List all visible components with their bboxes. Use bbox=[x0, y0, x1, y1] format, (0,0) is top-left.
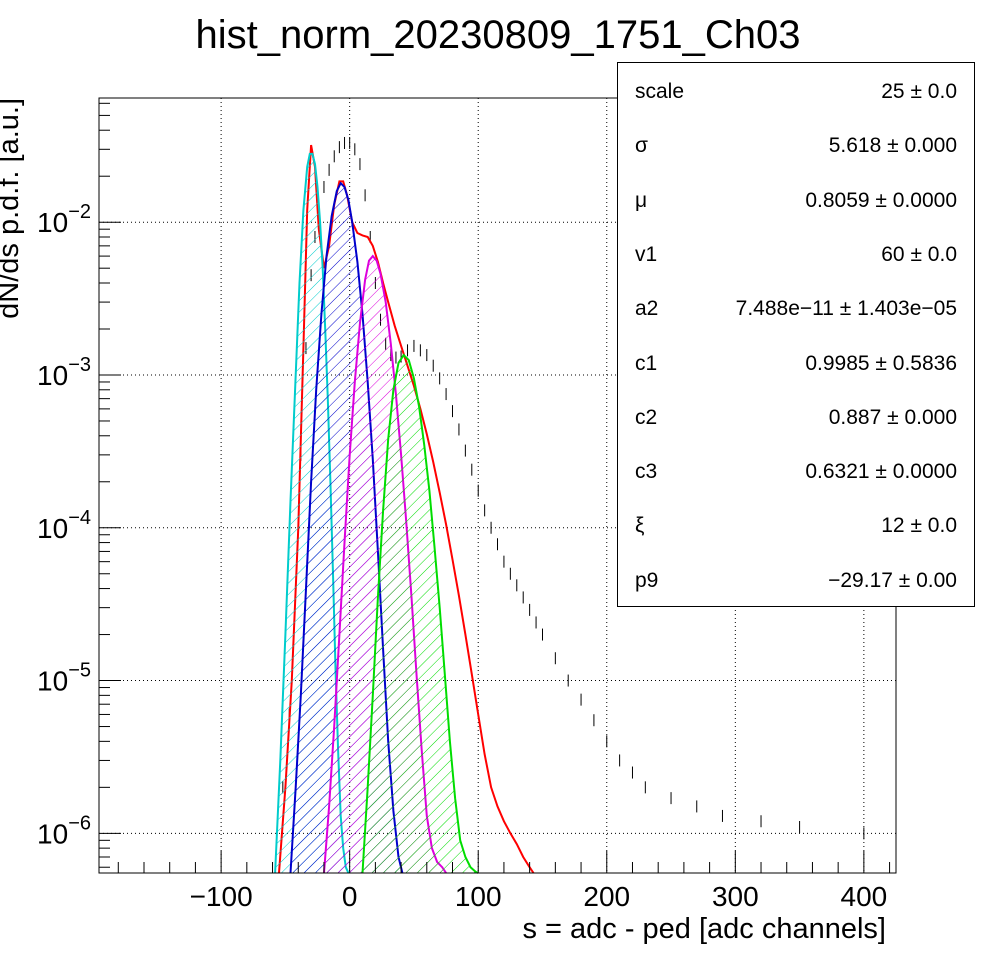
stat-value: 0.8059 ± 0.0000 bbox=[805, 188, 957, 212]
y-tick-label: 10−4 bbox=[37, 507, 91, 544]
stat-value: 25 ± 0.0 bbox=[881, 80, 957, 103]
y-tick-label: 10−2 bbox=[37, 201, 91, 238]
stat-row: v1 60 ± 0.0 bbox=[618, 243, 974, 283]
stat-row: ξ 12 ± 0.0 bbox=[618, 514, 974, 554]
stat-row: p9 −29.17 ± 0.00 bbox=[618, 569, 974, 609]
x-tick-label: 300 bbox=[712, 881, 759, 912]
stat-value: −29.17 ± 0.00 bbox=[828, 568, 957, 592]
stat-name: c3 bbox=[635, 460, 658, 484]
stat-value: 12 ± 0.0 bbox=[881, 514, 957, 538]
stat-value: 0.9985 ± 0.5836 bbox=[805, 351, 957, 375]
stat-name: c1 bbox=[635, 351, 658, 375]
chart-title: hist_norm_20230809_1751_Ch03 bbox=[196, 13, 801, 57]
stat-name: scale bbox=[635, 80, 685, 103]
x-tick-label: 200 bbox=[583, 881, 630, 912]
stat-value: 7.488e−11 ± 1.403e−05 bbox=[735, 297, 957, 321]
x-tick-label: 400 bbox=[841, 881, 888, 912]
x-axis-label: s = adc - ped [adc channels] bbox=[522, 913, 886, 945]
stat-value: 0.6321 ± 0.0000 bbox=[805, 460, 957, 484]
stat-row: a2 7.488e−11 ± 1.403e−05 bbox=[618, 297, 974, 337]
stat-value: 60 ± 0.0 bbox=[881, 242, 957, 266]
stat-row: c3 0.6321 ± 0.0000 bbox=[618, 460, 974, 500]
x-tick-label: 100 bbox=[455, 881, 502, 912]
stat-name: ξ bbox=[635, 514, 645, 538]
stat-row: c2 0.887 ± 0.000 bbox=[618, 406, 974, 446]
stat-value: 0.887 ± 0.000 bbox=[828, 405, 957, 429]
stat-name: c2 bbox=[635, 405, 658, 429]
stat-value: 5.618 ± 0.000 bbox=[828, 134, 957, 158]
y-axis-label: dN/ds p.d.f. [a.u.] bbox=[0, 98, 25, 319]
stat-name: μ bbox=[635, 188, 648, 212]
component-curve bbox=[361, 353, 479, 874]
stat-row: σ 5.618 ± 0.000 bbox=[618, 134, 974, 174]
y-tick-label: 10−6 bbox=[37, 812, 91, 849]
axes: −100 0 100 200 300 400 10−6 10−5 10−4 10−3 10−2 bbox=[37, 102, 891, 912]
plot-series bbox=[274, 136, 865, 874]
fit-stats-box: scale 25 ± 0.0 σ 5.618 ± 0.000 μ 0.8059 ± 0.0… bbox=[617, 62, 975, 607]
stat-row: scale 25 ± 0.0 bbox=[618, 80, 974, 120]
stat-name: σ bbox=[635, 134, 648, 158]
x-tick-label: 0 bbox=[342, 881, 358, 912]
x-tick-label: −100 bbox=[190, 881, 253, 912]
y-tick-label: 10−3 bbox=[37, 354, 91, 391]
stat-name: v1 bbox=[635, 242, 658, 266]
y-tick-label: 10−5 bbox=[37, 660, 91, 697]
stat-row: c1 0.9985 ± 0.5836 bbox=[618, 352, 974, 392]
stat-row: μ 0.8059 ± 0.0000 bbox=[618, 189, 974, 229]
stat-name: a2 bbox=[635, 297, 659, 321]
stat-name: p9 bbox=[635, 568, 659, 592]
